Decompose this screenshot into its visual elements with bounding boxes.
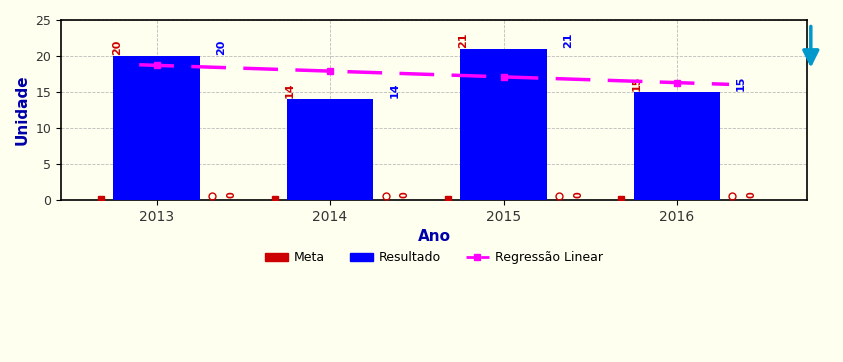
Bar <box>287 99 373 200</box>
Text: 0: 0 <box>226 191 236 198</box>
Text: 14: 14 <box>285 83 295 98</box>
Text: 0: 0 <box>747 191 756 198</box>
X-axis label: Ano: Ano <box>417 229 451 244</box>
Y-axis label: Unidade: Unidade <box>15 75 30 145</box>
Text: 0: 0 <box>573 191 583 198</box>
Text: 20: 20 <box>216 39 226 55</box>
Text: 14: 14 <box>389 83 400 98</box>
Text: 0: 0 <box>400 191 410 198</box>
Bar <box>113 56 200 200</box>
Text: 21: 21 <box>459 32 469 48</box>
Text: 21: 21 <box>562 32 572 48</box>
Text: 20: 20 <box>111 39 121 55</box>
Text: 15: 15 <box>632 76 642 91</box>
Text: 15: 15 <box>736 76 746 91</box>
Legend: Meta, Resultado, Regressão Linear: Meta, Resultado, Regressão Linear <box>260 246 608 269</box>
Bar <box>634 92 721 200</box>
Bar <box>460 49 547 200</box>
